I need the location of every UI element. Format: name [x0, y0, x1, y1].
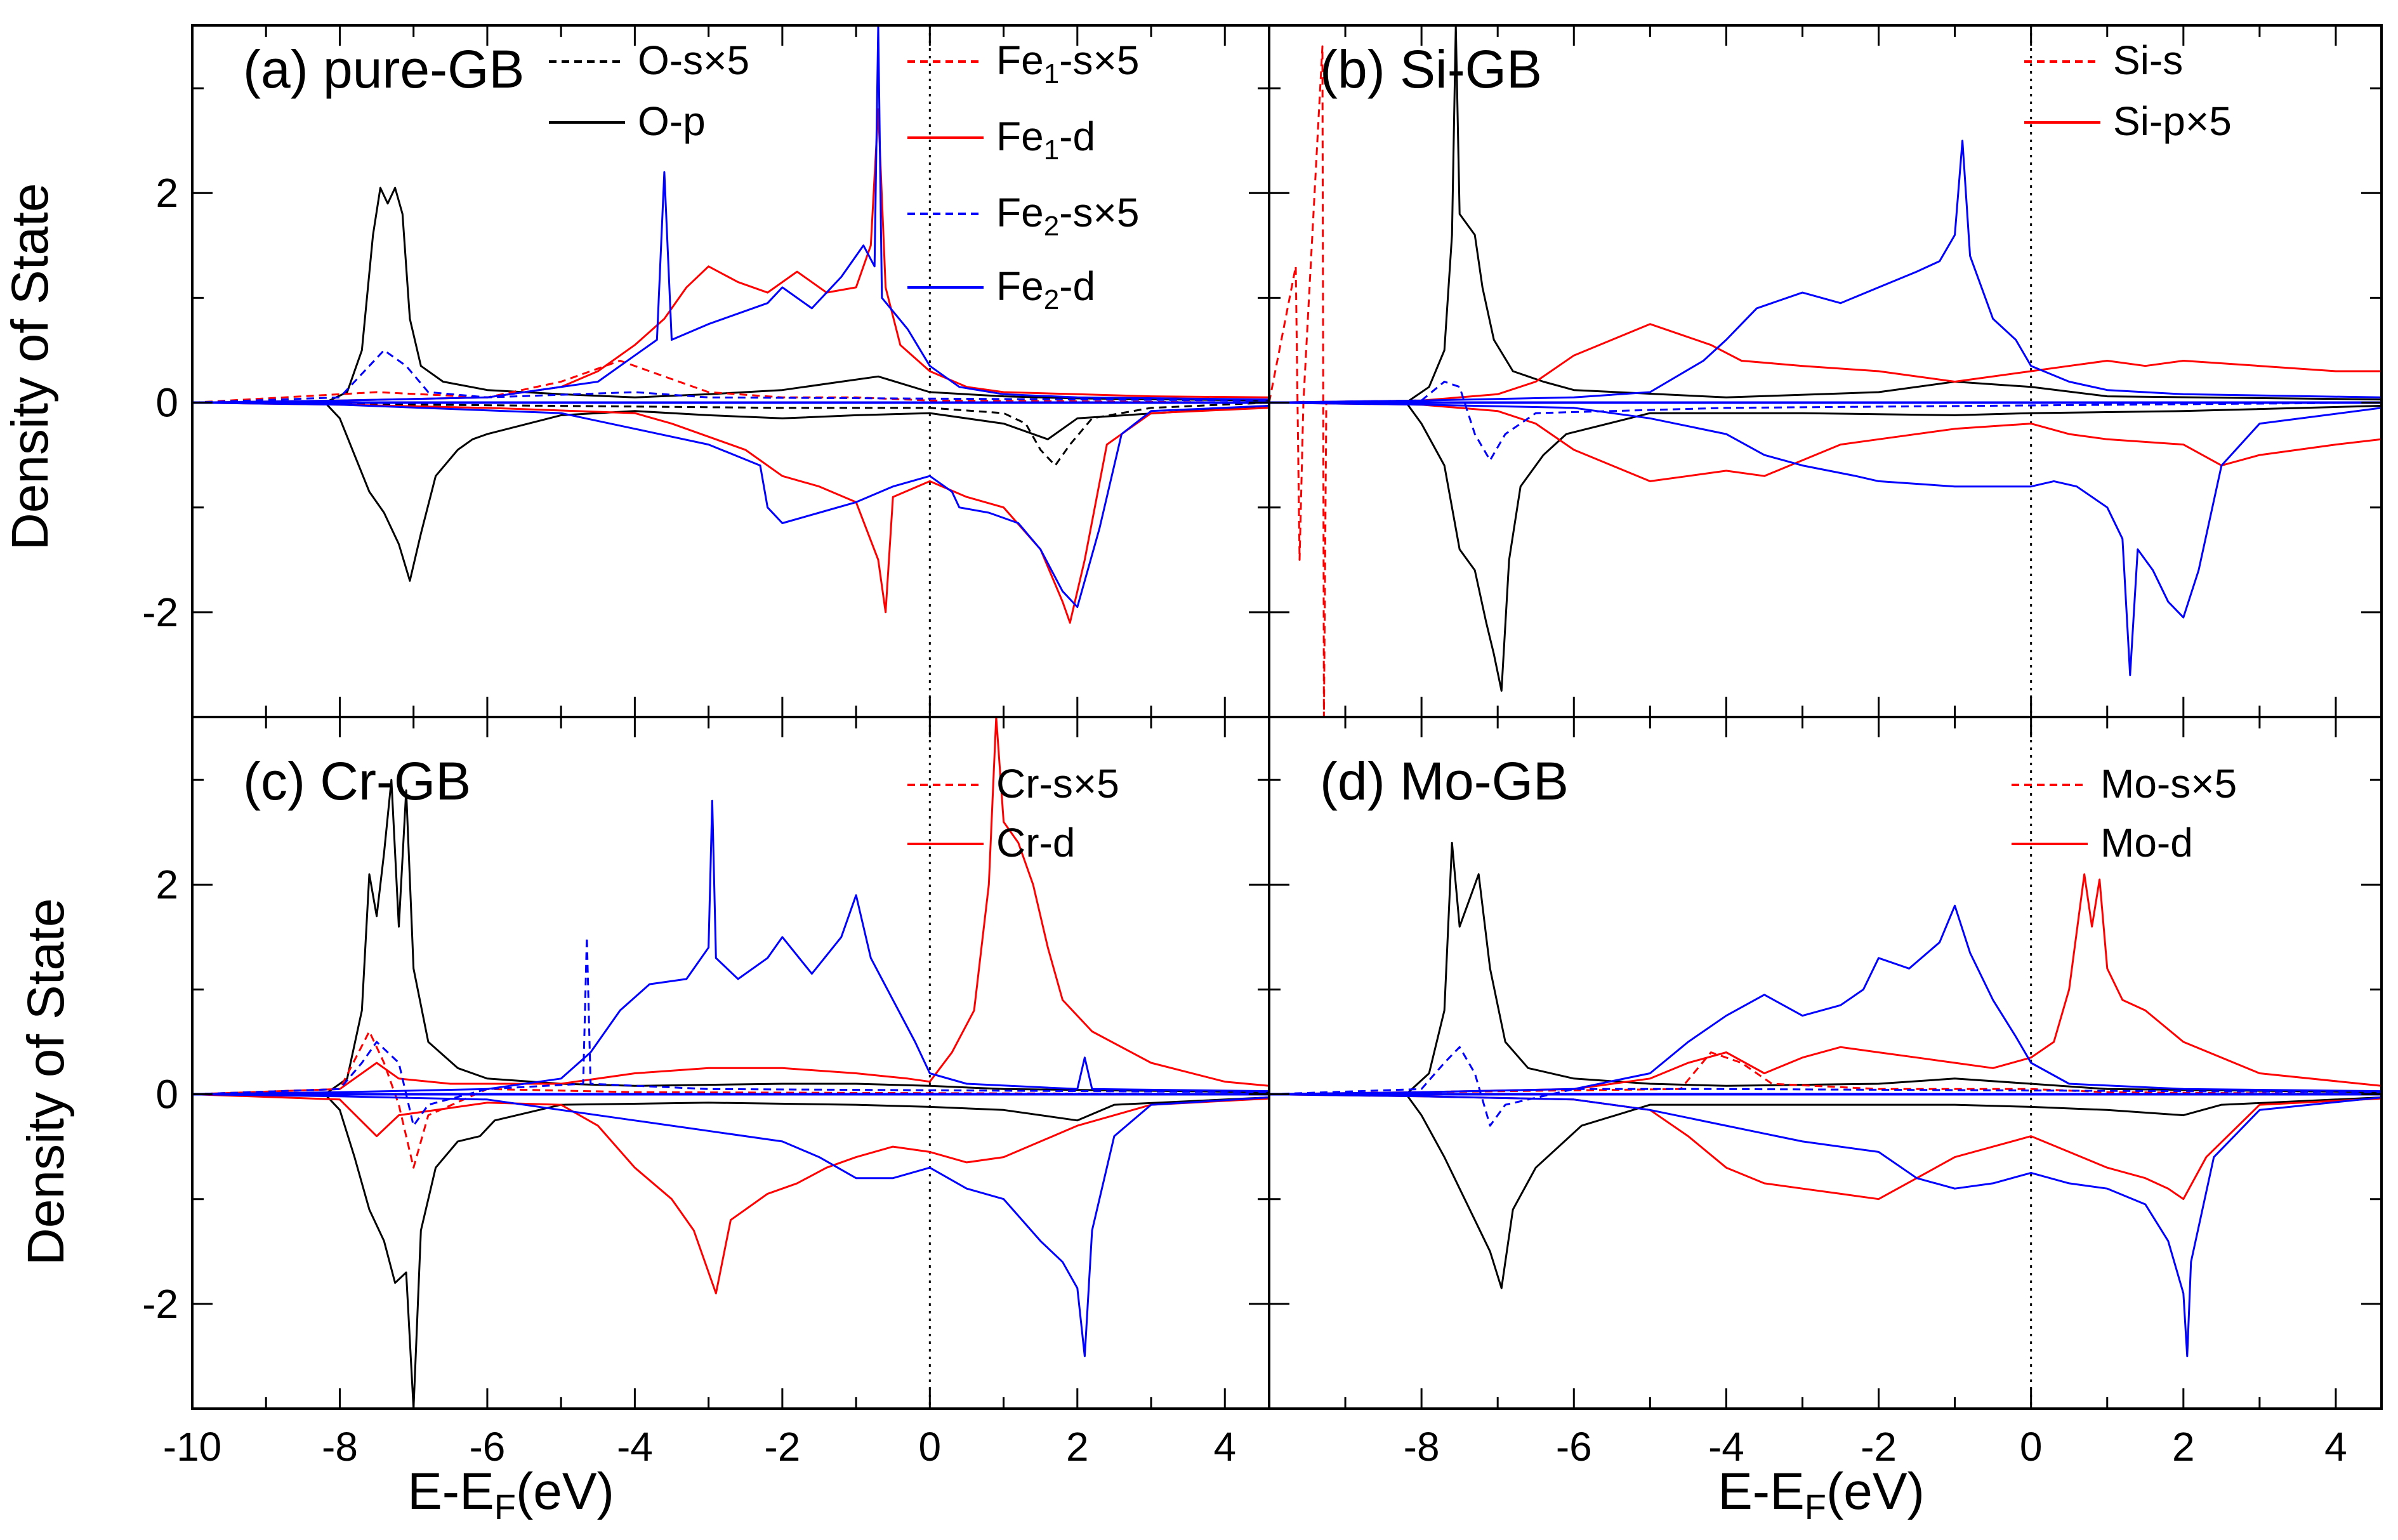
series-a-8: [192, 349, 1269, 404]
x-axis-label-left: E-EF(eV): [407, 1463, 614, 1527]
y-tick-label: 0: [155, 1072, 178, 1117]
series-c-7: [192, 936, 1269, 1127]
x-tick-label: 2: [1066, 1424, 1089, 1470]
legend-label: Mo-s×5: [2100, 761, 2237, 806]
panel-title: (c) Cr-GB: [243, 751, 471, 811]
series-a-1: [192, 402, 1269, 582]
legend-label: Fe2-d: [996, 263, 1095, 315]
legend-label: O-p: [638, 98, 706, 144]
legend-label: Mo-d: [2100, 820, 2193, 865]
x-tick-label: -2: [764, 1424, 800, 1470]
series-a-7: [192, 402, 1269, 609]
series-a-6: [192, 25, 1269, 404]
x-tick-label: 0: [919, 1424, 942, 1470]
series-c-6: [192, 1093, 1269, 1357]
panel-frame: [191, 716, 1270, 1410]
series-a-3: [192, 108, 1269, 404]
series-b-2: [1269, 402, 2382, 692]
x-tick-label: 4: [1213, 1424, 1236, 1470]
panel-title: (d) Mo-GB: [1320, 751, 1569, 811]
series-d-4: [1269, 1051, 2382, 1095]
x-tick-label: -6: [469, 1424, 505, 1470]
y-axis-label-bottom: Density of State: [17, 898, 75, 1266]
series-c-4: [192, 1030, 1269, 1169]
panel-frame: [1268, 716, 2383, 1410]
series-c-2: [192, 717, 1269, 1095]
series-d-6: [1269, 1093, 2382, 1357]
series-d-5: [1269, 904, 2382, 1095]
legend-label: Fe1-d: [996, 114, 1095, 166]
y-tick-label: 2: [155, 170, 178, 216]
series-d-0: [1269, 841, 2382, 1095]
series-d-2: [1269, 873, 2382, 1095]
series-a-2: [192, 402, 1269, 467]
panel-a: -2 0 2 (a) pure-GB O-s×5 O-p Fe1-s×5 Fe1-d Fe2-s…: [142, 24, 1270, 718]
series-c-3: [192, 1093, 1269, 1294]
panel-title: (a) pure-GB: [243, 39, 524, 99]
y-axis-label-top: Density of State: [1, 183, 59, 551]
series-d-7: [1269, 1046, 2382, 1127]
x-tick-label: -8: [322, 1424, 358, 1470]
x-axis-label-right: E-EF(eV): [1718, 1463, 1925, 1527]
x-tick-label: -4: [617, 1424, 653, 1470]
legend-label: O-s×5: [638, 37, 749, 83]
legend-label: Si-p×5: [2113, 98, 2232, 144]
x-tick-label: -6: [1556, 1424, 1592, 1470]
series-a-0: [192, 187, 1269, 404]
panel-b: (b) Si-GB Si-s Si-p×5: [1268, 24, 2383, 718]
series-d-3: [1269, 1093, 2382, 1201]
x-tick-label: -8: [1404, 1424, 1440, 1470]
panel-title: (b) Si-GB: [1320, 39, 1542, 99]
series-c-5: [192, 800, 1269, 1095]
series-b-7: [1269, 381, 2382, 461]
y-tick-label: -2: [142, 1281, 178, 1327]
series-b-4: [1269, 402, 2382, 482]
series-b-6: [1269, 402, 2382, 676]
series-d-1: [1269, 1093, 2382, 1289]
series-b-0: [1269, 45, 1327, 717]
series-c-0: [192, 779, 1269, 1095]
series-a-4: [192, 402, 1269, 624]
x-tick-label: 2: [2172, 1424, 2195, 1470]
x-tick-label: -10: [163, 1424, 222, 1470]
legend-label: Fe1-s×5: [996, 37, 1139, 89]
legend-label: Cr-d: [996, 820, 1075, 865]
panel-d: -8 -6 -4 -2 0 2 4 (d) Mo-GB Mo-s×5 Mo-d: [1268, 716, 2383, 1470]
x-tick-label: 4: [2324, 1424, 2347, 1470]
legend-label: Fe2-s×5: [996, 190, 1139, 242]
y-tick-label: -2: [142, 589, 178, 635]
x-tick-label: -2: [1861, 1424, 1897, 1470]
x-tick-label: -4: [1708, 1424, 1744, 1470]
series-c-1: [192, 1093, 1269, 1409]
y-tick-label: 0: [155, 380, 178, 426]
series-b-3: [1269, 323, 2382, 404]
x-tick-label: 0: [2020, 1424, 2043, 1470]
legend-label: Si-s: [2113, 37, 2183, 83]
series-b-5: [1269, 140, 2382, 404]
y-tick-label: 2: [155, 862, 178, 907]
legend-label: Cr-s×5: [996, 761, 1119, 806]
panel-c: -10 -8 -6 -4 -2 0 2 4 -2 0 2 (c) Cr-GB Cr-s×5 Cr-d: [142, 716, 1270, 1470]
